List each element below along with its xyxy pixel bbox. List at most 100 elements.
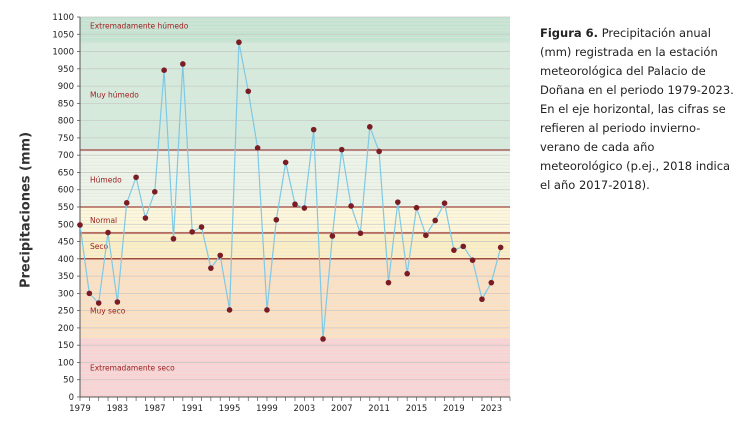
band-1 (80, 258, 510, 339)
band-label-5: Muy húmedo (90, 91, 139, 100)
y-tick-label: 250 (58, 307, 74, 317)
y-tick-label: 700 (58, 151, 74, 161)
y-tick-label: 550 (58, 203, 74, 213)
y-tick-label: 450 (58, 238, 74, 248)
data-point (479, 296, 485, 303)
y-tick-label: 200 (58, 324, 74, 334)
data-point (385, 279, 392, 286)
band-0 (80, 338, 510, 397)
x-tick-label: 2015 (406, 404, 428, 414)
x-tick-label: 1991 (181, 404, 203, 414)
x-tick-label: 1995 (219, 404, 241, 414)
data-point (245, 88, 252, 95)
data-point (469, 257, 476, 264)
caption-text: Precipitación anual (mm) registrada en l… (540, 26, 734, 192)
data-point (105, 229, 111, 236)
data-point (217, 252, 224, 259)
y-tick-label: 600 (58, 186, 74, 196)
grid-lines (80, 16, 510, 398)
data-point (348, 203, 354, 209)
y-tick-label: 850 (58, 99, 74, 109)
data-point (86, 290, 93, 297)
y-tick-label: 750 (58, 134, 74, 144)
y-tick-label: 50 (63, 376, 74, 386)
data-point (170, 235, 177, 242)
x-tick-label: 1983 (107, 404, 129, 414)
data-point (310, 126, 317, 133)
y-tick-label: 800 (58, 117, 74, 127)
data-point (180, 61, 186, 67)
figure-caption: Figura 6. Precipitación anual (mm) regis… (540, 24, 740, 195)
y-tick-label: 350 (58, 272, 74, 282)
x-tick-label: 2007 (331, 404, 353, 414)
y-tick-label: 1100 (52, 13, 74, 23)
data-point (264, 307, 270, 313)
data-point (282, 159, 289, 166)
band-label-2: Seco (90, 242, 108, 251)
y-axis-label: Precipitaciones (mm) (18, 131, 34, 289)
y-tick-label: 400 (58, 255, 74, 265)
data-point (254, 145, 261, 151)
data-point (320, 336, 326, 342)
axes: 0 50 100 150 200 250 300 350 400 450 500 550 600 650 7… (52, 13, 511, 414)
band-labels: Extremadamente seco Muy seco Seco Normal Húm… (90, 22, 189, 373)
data-point (329, 233, 336, 239)
data-point (404, 270, 410, 277)
data-point (413, 204, 420, 211)
y-tick-label: 300 (58, 289, 74, 299)
x-tick-label: 2003 (294, 404, 316, 414)
data-point (441, 200, 448, 206)
x-tick-label: 2011 (368, 404, 390, 414)
data-point (236, 39, 242, 46)
y-tick-label: 650 (58, 168, 74, 178)
data-point (133, 174, 139, 181)
data-point (423, 232, 429, 239)
data-point (432, 217, 439, 224)
data-point (273, 216, 280, 223)
band-label-4: Húmedo (90, 175, 122, 184)
band-label-0: Extremadamente seco (90, 364, 175, 373)
data-point (123, 200, 130, 206)
band-label-3: Normal (90, 216, 117, 225)
data-point (366, 124, 373, 130)
band-label-6: Extremadamente húmedo (90, 22, 189, 31)
data-point (77, 222, 83, 228)
y-tick-label: 500 (58, 220, 74, 230)
data-point (357, 230, 364, 237)
data-point (208, 265, 214, 271)
band-3 (80, 207, 510, 233)
y-tick-label: 1000 (52, 48, 74, 58)
data-point (497, 244, 504, 251)
precipitation-series (77, 39, 504, 342)
data-point (95, 300, 102, 306)
data-point (338, 146, 345, 153)
data-point (189, 229, 195, 235)
precipitation-chart: Extremadamente seco Muy seco Seco Normal Húm… (52, 13, 511, 414)
data-point (395, 199, 401, 205)
x-tick-label: 1999 (256, 404, 278, 414)
data-point (198, 224, 205, 230)
data-point (460, 243, 467, 250)
figure-label: Figura 6. (540, 26, 599, 40)
x-tick-label: 2023 (480, 404, 502, 414)
y-tick-label: 100 (58, 358, 74, 368)
band-label-1: Muy seco (90, 307, 126, 316)
data-point (451, 247, 457, 253)
data-point (488, 279, 495, 286)
y-tick-label: 950 (58, 65, 74, 75)
band-4 (80, 150, 510, 207)
y-tick-label: 150 (58, 341, 74, 351)
x-tick-label: 1979 (69, 404, 91, 414)
series-line (79, 42, 502, 340)
band-6 (80, 17, 510, 43)
y-tick-label: 900 (58, 82, 74, 92)
y-tick-label: 0 (69, 393, 74, 403)
data-point (292, 201, 298, 208)
data-point (114, 299, 121, 305)
data-point (161, 67, 167, 73)
y-tick-label: 1050 (52, 30, 74, 40)
data-point (142, 215, 149, 221)
data-point (226, 307, 233, 313)
band-2 (80, 232, 510, 259)
x-tick-label: 2019 (443, 404, 465, 414)
